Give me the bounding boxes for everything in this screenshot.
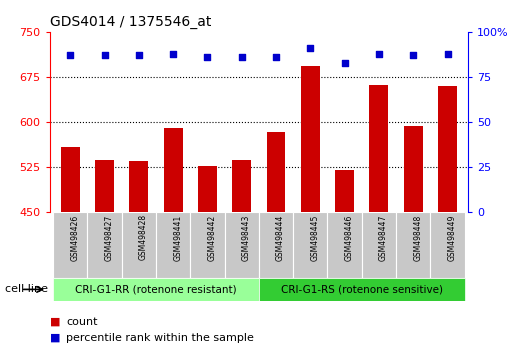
Bar bbox=[259, 278, 464, 301]
Text: GSM498449: GSM498449 bbox=[448, 215, 457, 261]
Bar bbox=[369, 85, 389, 212]
Bar bbox=[362, 212, 396, 278]
Bar bbox=[404, 126, 423, 212]
Point bbox=[444, 51, 452, 56]
Text: ■: ■ bbox=[50, 333, 60, 343]
Bar bbox=[396, 212, 430, 278]
Point bbox=[100, 52, 109, 58]
Bar bbox=[87, 212, 122, 278]
Point bbox=[409, 52, 417, 58]
Text: GSM498448: GSM498448 bbox=[413, 215, 422, 261]
Text: percentile rank within the sample: percentile rank within the sample bbox=[66, 333, 254, 343]
Bar bbox=[190, 212, 224, 278]
Text: GSM498427: GSM498427 bbox=[105, 215, 113, 261]
Text: GSM498441: GSM498441 bbox=[173, 215, 182, 261]
Bar bbox=[198, 166, 217, 212]
Bar bbox=[438, 86, 457, 212]
Bar bbox=[267, 132, 286, 212]
Bar bbox=[61, 147, 79, 212]
Bar bbox=[293, 212, 327, 278]
Text: GSM498443: GSM498443 bbox=[242, 215, 251, 261]
Bar bbox=[129, 161, 149, 212]
Text: count: count bbox=[66, 317, 98, 327]
Bar bbox=[156, 212, 190, 278]
Point bbox=[203, 54, 212, 60]
Bar bbox=[259, 212, 293, 278]
Text: GSM498442: GSM498442 bbox=[208, 215, 217, 261]
Point bbox=[237, 54, 246, 60]
Text: GSM498446: GSM498446 bbox=[345, 215, 354, 261]
Text: ■: ■ bbox=[50, 317, 60, 327]
Bar bbox=[335, 170, 354, 212]
Point bbox=[169, 51, 177, 56]
Text: cell line: cell line bbox=[5, 284, 48, 295]
Bar bbox=[53, 278, 259, 301]
Bar bbox=[232, 160, 251, 212]
Text: GSM498428: GSM498428 bbox=[139, 215, 148, 261]
Text: GSM498426: GSM498426 bbox=[70, 215, 79, 261]
Point bbox=[306, 45, 314, 51]
Point bbox=[375, 51, 383, 56]
Bar bbox=[301, 66, 320, 212]
Bar bbox=[95, 160, 114, 212]
Text: CRI-G1-RS (rotenone sensitive): CRI-G1-RS (rotenone sensitive) bbox=[281, 284, 443, 295]
Bar bbox=[327, 212, 362, 278]
Text: CRI-G1-RR (rotenone resistant): CRI-G1-RR (rotenone resistant) bbox=[75, 284, 237, 295]
Point bbox=[134, 52, 143, 58]
Bar bbox=[122, 212, 156, 278]
Text: GSM498447: GSM498447 bbox=[379, 215, 388, 261]
Text: GDS4014 / 1375546_at: GDS4014 / 1375546_at bbox=[50, 16, 211, 29]
Bar bbox=[430, 212, 464, 278]
Bar bbox=[224, 212, 259, 278]
Bar bbox=[53, 212, 87, 278]
Text: GSM498445: GSM498445 bbox=[310, 215, 320, 261]
Point bbox=[66, 52, 74, 58]
Bar bbox=[164, 128, 183, 212]
Text: GSM498444: GSM498444 bbox=[276, 215, 285, 261]
Point bbox=[340, 60, 349, 65]
Point bbox=[272, 54, 280, 60]
